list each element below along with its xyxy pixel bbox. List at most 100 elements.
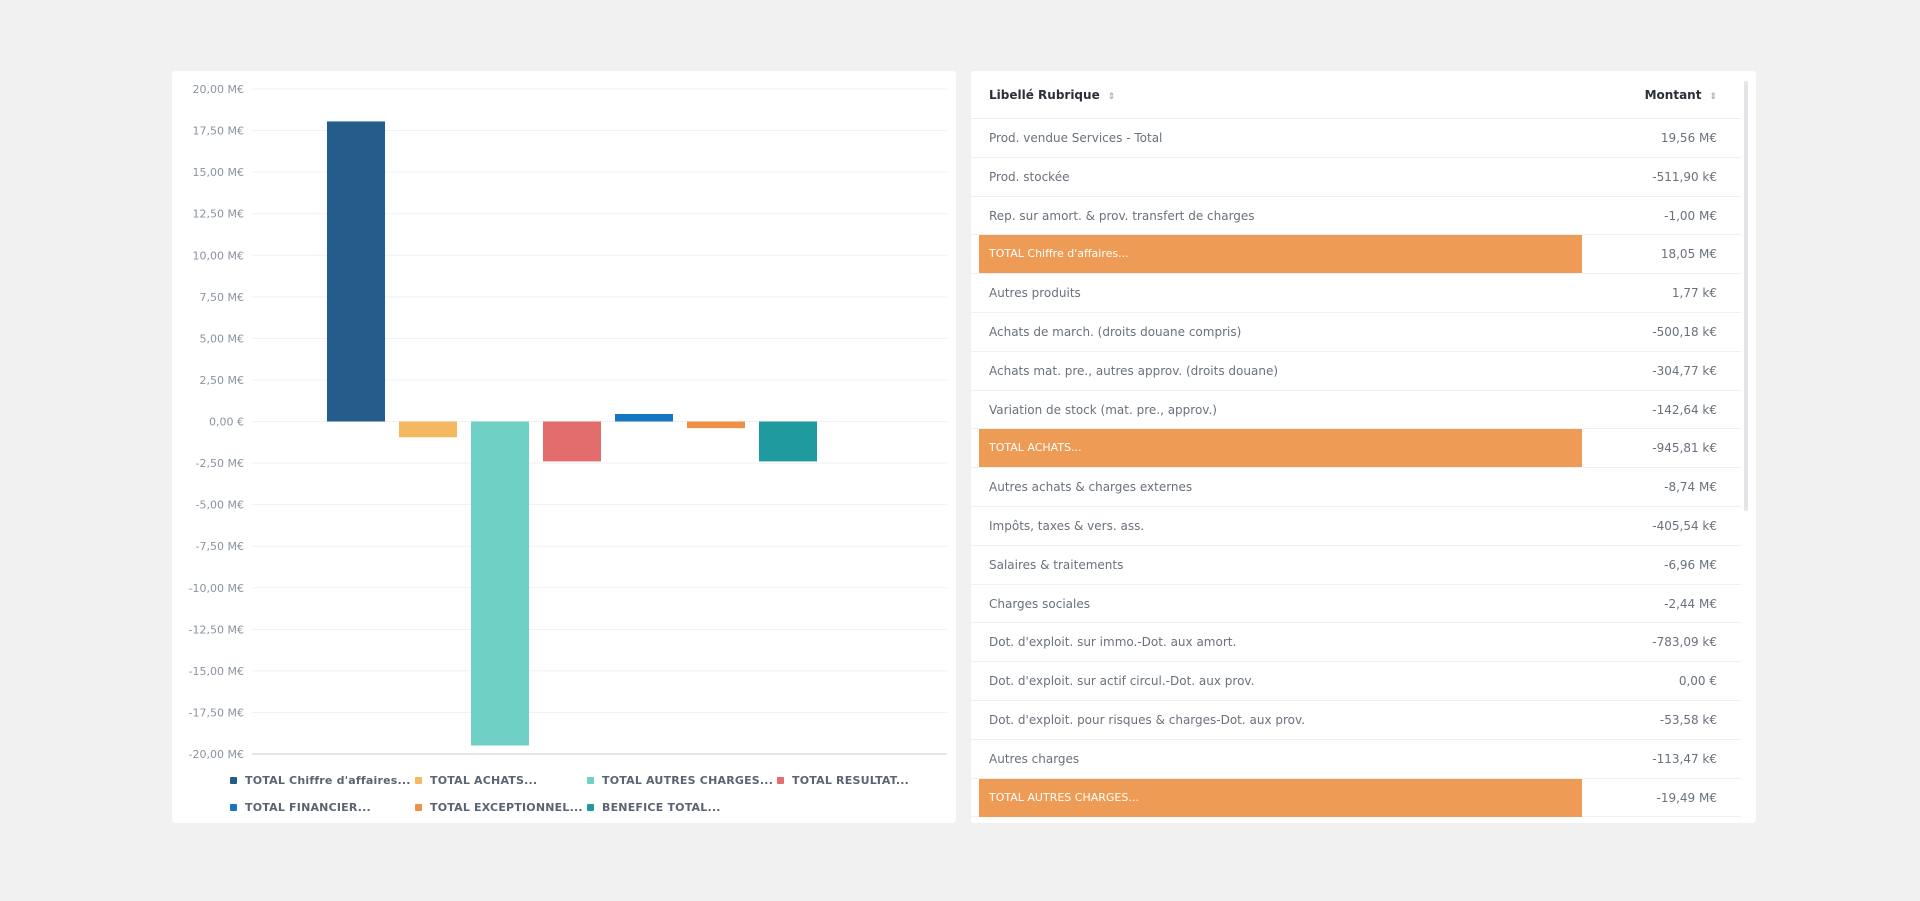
- legend-label: TOTAL RESULTAT...: [792, 774, 909, 787]
- cell-amount: -511,90 k€: [1652, 169, 1717, 184]
- cell-amount: -304,77 k€: [1652, 363, 1717, 378]
- column-header-amount-text: Montant: [1644, 88, 1702, 102]
- y-tick-label: 0,00 €: [209, 416, 244, 429]
- legend-swatch: [777, 777, 784, 784]
- chart-panel: 20,00 M€ 17,50 M€ 15,00 M€ 12,50 M€ 10,00 M€…: [172, 71, 956, 823]
- total-row[interactable]: TOTAL AUTRES CHARGES... -19,49 M€: [971, 778, 1741, 818]
- table-row[interactable]: Achats mat. pre., autres approv. (droits…: [971, 352, 1741, 391]
- sort-icon[interactable]: ⇕: [1107, 92, 1116, 102]
- column-header-label[interactable]: Libellé Rubrique ⇕: [989, 71, 1115, 119]
- cell-label: Autres achats & charges externes: [989, 480, 1193, 495]
- table-row[interactable]: Prod. stockée -511,90 k€: [971, 158, 1741, 197]
- column-header-label-text: Libellé Rubrique: [989, 88, 1100, 102]
- legend-swatch: [230, 777, 237, 784]
- table-row[interactable]: Salaires & traitements -6,96 M€: [971, 546, 1741, 585]
- cell-label: Autres charges: [989, 751, 1080, 766]
- cell-label: TOTAL AUTRES CHARGES...: [989, 790, 1139, 804]
- cell-label: Autres produits: [989, 286, 1081, 301]
- legend-item[interactable]: TOTAL FINANCIER...: [230, 801, 415, 814]
- cell-amount: -113,47 k€: [1652, 751, 1717, 766]
- y-tick-label: -10,00 M€: [189, 582, 244, 595]
- y-tick-label: -15,00 M€: [189, 665, 244, 678]
- table-row[interactable]: Dot. d'exploit. sur immo.-Dot. aux amort…: [971, 623, 1741, 663]
- table-row[interactable]: Achats de march. (droits douane compris)…: [971, 313, 1741, 352]
- cell-amount: -945,81 k€: [1652, 441, 1717, 456]
- cell-amount: -500,18 k€: [1652, 324, 1717, 339]
- cell-amount: 1,77 k€: [1671, 286, 1717, 301]
- cell-amount: 19,56 M€: [1660, 131, 1717, 145]
- legend-item[interactable]: TOTAL AUTRES CHARGES...: [587, 774, 777, 787]
- legend-swatch: [415, 777, 422, 784]
- sort-icon[interactable]: ⇕: [1709, 92, 1717, 102]
- y-tick-label: 17,50 M€: [193, 125, 244, 138]
- legend-item[interactable]: TOTAL EXCEPTIONNEL...: [415, 801, 587, 814]
- table-row[interactable]: Impôts, taxes & vers. ass. -405,54 k€: [971, 507, 1741, 546]
- legend-swatch: [415, 804, 422, 811]
- table-row[interactable]: Prod. vendue Services - Total 19,56 M€: [971, 119, 1741, 158]
- cell-label: Salaires & traitements: [989, 557, 1124, 572]
- cell-label: Dot. d'exploit. pour risques & charges-D…: [989, 712, 1306, 727]
- cell-amount: -6,96 M€: [1664, 557, 1717, 572]
- y-tick-label: -7,50 M€: [196, 540, 244, 553]
- y-tick-label: -2,50 M€: [196, 457, 244, 470]
- column-header-amount[interactable]: Montant ⇕: [1645, 71, 1717, 119]
- cell-label: Dot. d'exploit. sur actif circul.-Dot. a…: [989, 674, 1255, 689]
- table-row[interactable]: Dot. d'exploit. sur actif circul.-Dot. a…: [971, 662, 1741, 701]
- legend-swatch: [587, 804, 594, 811]
- bar[interactable]: [543, 421, 601, 462]
- y-tick-label: -17,50 M€: [189, 706, 244, 719]
- cell-amount: -2,44 M€: [1664, 596, 1717, 611]
- legend-label: TOTAL AUTRES CHARGES...: [602, 774, 774, 787]
- legend-item[interactable]: TOTAL Chiffre d'affaires...: [230, 774, 415, 787]
- table-row[interactable]: Variation de stock (mat. pre., approv.) -…: [971, 391, 1741, 430]
- y-tick-label: -20,00 M€: [189, 748, 244, 761]
- legend-label: BENEFICE TOTAL...: [602, 801, 721, 814]
- legend-label: TOTAL FINANCIER...: [245, 801, 371, 814]
- total-row[interactable]: TOTAL ACHATS... -945,81 k€: [971, 429, 1741, 469]
- legend-label: TOTAL Chiffre d'affaires...: [245, 774, 411, 787]
- cell-label: Rep. sur amort. & prov. transfert de cha…: [989, 208, 1255, 223]
- cell-label: Dot. d'exploit. sur immo.-Dot. aux amort…: [989, 635, 1237, 650]
- table-row[interactable]: Charges sociales -2,44 M€: [971, 585, 1741, 624]
- table-row[interactable]: Dot. d'exploit. pour risques & charges-D…: [971, 701, 1741, 740]
- total-highlight-bar: [979, 778, 1582, 817]
- chart-legend: TOTAL Chiffre d'affaires... TOTAL ACHATS.…: [230, 767, 950, 821]
- cell-label: TOTAL ACHATS...: [989, 441, 1082, 455]
- bar[interactable]: [759, 421, 817, 462]
- table-row[interactable]: Autres achats & charges externes -8,74 M€: [971, 468, 1741, 507]
- table-row[interactable]: Autres charges -113,47 k€: [971, 740, 1741, 779]
- bar[interactable]: [399, 421, 457, 438]
- y-tick-label: 2,50 M€: [200, 374, 244, 387]
- cell-label: TOTAL Chiffre d'affaires...: [989, 247, 1129, 261]
- y-tick-label: 20,00 M€: [193, 83, 244, 96]
- total-row[interactable]: TOTAL Chiffre d'affaires... 18,05 M€: [971, 235, 1741, 275]
- cell-amount: -142,64 k€: [1652, 402, 1717, 417]
- table-panel: Libellé Rubrique ⇕ Montant ⇕ Prod. vendue …: [971, 71, 1756, 823]
- bar[interactable]: [327, 121, 385, 422]
- legend-swatch: [230, 804, 237, 811]
- legend-item[interactable]: TOTAL ACHATS...: [415, 774, 587, 787]
- bar[interactable]: [687, 421, 745, 429]
- y-tick-label: -12,50 M€: [189, 623, 244, 636]
- cell-amount: -8,74 M€: [1664, 480, 1717, 495]
- y-tick-label: 5,00 M€: [200, 332, 244, 345]
- legend-item[interactable]: BENEFICE TOTAL...: [587, 801, 777, 814]
- table-row[interactable]: Autres produits 1,77 k€: [971, 274, 1741, 313]
- legend-swatch: [587, 777, 594, 784]
- y-tick-label: 7,50 M€: [200, 291, 244, 304]
- legend-item[interactable]: TOTAL RESULTAT...: [777, 774, 917, 787]
- bar[interactable]: [471, 421, 529, 746]
- table-body: Prod. vendue Services - Total 19,56 M€ Pro…: [971, 119, 1741, 818]
- cell-amount: -53,58 k€: [1659, 712, 1717, 727]
- table-row[interactable]: Rep. sur amort. & prov. transfert de cha…: [971, 197, 1741, 236]
- cell-label: Achats de march. (droits douane compris): [989, 324, 1242, 339]
- cell-label: Prod. stockée: [989, 169, 1070, 184]
- cell-amount: 18,05 M€: [1660, 247, 1717, 262]
- legend-label: TOTAL EXCEPTIONNEL...: [430, 801, 583, 814]
- cell-amount: -1,00 M€: [1664, 208, 1717, 223]
- total-highlight-bar: [979, 429, 1582, 468]
- cell-amount: 0,00 €: [1678, 674, 1717, 689]
- bar[interactable]: [615, 414, 673, 422]
- scrollbar[interactable]: [1744, 81, 1748, 511]
- y-tick-label: 10,00 M€: [193, 249, 244, 262]
